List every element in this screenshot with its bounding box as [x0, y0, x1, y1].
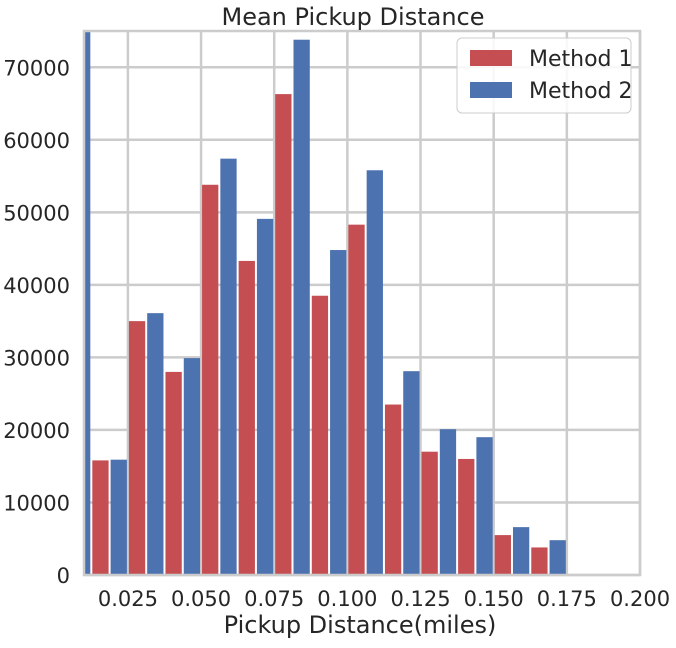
y-tick-label: 50000 — [3, 201, 70, 225]
legend: Method 1 Method 2 — [456, 37, 633, 114]
bar-method-2 — [549, 540, 566, 575]
x-tick-label: 0.150 — [464, 587, 524, 611]
bar-method-2 — [84, 31, 91, 575]
legend-swatch-method-1 — [470, 50, 512, 66]
bar-method-1 — [128, 321, 146, 575]
x-axis-label: Pickup Distance(miles) — [224, 611, 497, 639]
bar-method-2 — [110, 459, 127, 575]
x-tick-label: 0.100 — [317, 587, 377, 611]
bar-method-2 — [330, 250, 347, 575]
y-tick-label: 60000 — [3, 129, 70, 153]
y-tick-label: 10000 — [3, 491, 70, 515]
y-tick-label: 40000 — [3, 274, 70, 298]
bar-method-1 — [238, 260, 255, 575]
x-tick-label: 0.200 — [610, 587, 670, 611]
y-tick-label: 0 — [57, 564, 70, 588]
bars — [84, 31, 566, 576]
bar-method-1 — [348, 224, 365, 575]
bar-method-2 — [183, 358, 201, 575]
bar-method-1 — [311, 295, 329, 575]
legend-label-method-2: Method 2 — [529, 79, 633, 104]
x-tick-label: 0.050 — [171, 587, 231, 611]
chart-title: Mean Pickup Distance — [221, 3, 484, 31]
bar-method-1 — [202, 184, 219, 575]
legend-label-method-1: Method 1 — [529, 47, 633, 72]
bar-method-1 — [494, 535, 511, 575]
x-tick-label: 0.175 — [537, 587, 597, 611]
bar-method-1 — [421, 451, 438, 575]
bar-method-1 — [275, 94, 292, 575]
bar-method-1 — [458, 458, 475, 575]
bar-method-2 — [366, 170, 383, 575]
bar-method-2 — [220, 158, 237, 575]
bar-method-2 — [476, 437, 493, 575]
bar-method-2 — [512, 527, 530, 575]
bar-method-1 — [165, 371, 182, 575]
bar-method-2 — [439, 429, 457, 575]
bar-method-1 — [384, 404, 402, 575]
bar-method-2 — [147, 313, 164, 575]
y-tick-label: 30000 — [3, 346, 70, 370]
x-tick-label: 0.075 — [244, 587, 304, 611]
bar-method-1 — [92, 460, 109, 575]
bar-method-2 — [403, 371, 420, 575]
x-tick-label: 0.025 — [98, 587, 158, 611]
bar-method-1 — [531, 547, 548, 575]
x-tick-label: 0.125 — [390, 587, 450, 611]
y-tick-label: 20000 — [3, 419, 70, 443]
plot-frame — [82, 29, 642, 577]
legend-swatch-method-2 — [470, 82, 512, 98]
tick-labels: 0.025 0.050 0.075 0.100 0.125 0.150 0.175 0.200… — [3, 56, 670, 611]
bar-method-2 — [256, 218, 274, 575]
bar-method-2 — [293, 39, 310, 576]
y-tick-label: 70000 — [3, 56, 70, 80]
